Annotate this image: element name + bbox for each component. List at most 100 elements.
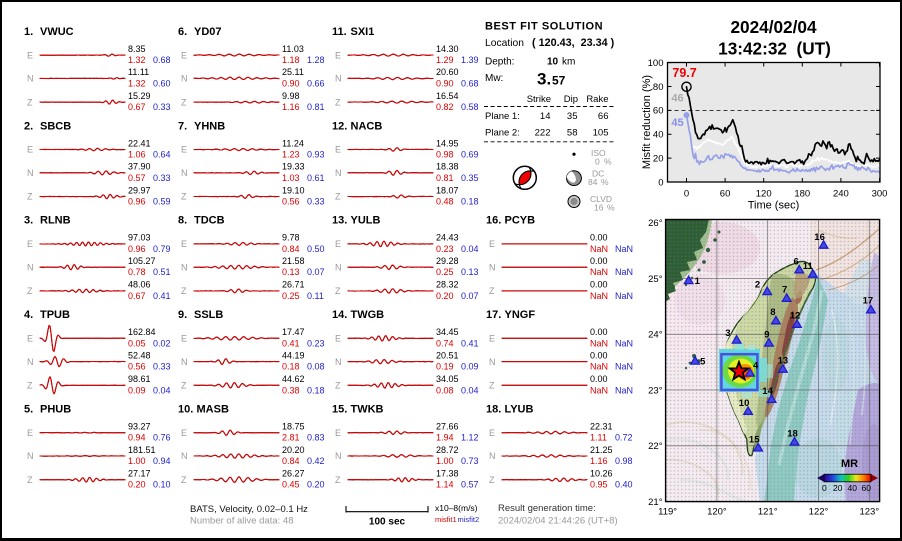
svg-text:Z: Z <box>335 286 341 296</box>
svg-text:misfit1: misfit1 <box>435 515 457 524</box>
svg-text:2.: 2. <box>24 120 33 132</box>
svg-text:1.28: 1.28 <box>307 55 325 65</box>
svg-text:1.18: 1.18 <box>282 55 300 65</box>
svg-text:10.26: 10.26 <box>590 469 613 479</box>
svg-text:45: 45 <box>671 117 683 129</box>
svg-text:60: 60 <box>653 106 664 117</box>
svg-text:162.84: 162.84 <box>128 327 156 337</box>
svg-text:0.50: 0.50 <box>307 244 325 254</box>
svg-text:NaN: NaN <box>615 291 633 301</box>
svg-text:66: 66 <box>598 111 609 122</box>
svg-text:DC: DC <box>592 169 604 179</box>
svg-text:26.71: 26.71 <box>282 280 305 290</box>
svg-text:0.51: 0.51 <box>153 267 171 277</box>
svg-text:E: E <box>181 239 187 249</box>
svg-text:%: % <box>607 203 615 213</box>
svg-text:N: N <box>335 168 342 178</box>
svg-text:0.02: 0.02 <box>153 338 171 348</box>
svg-text:28.72: 28.72 <box>436 445 459 455</box>
svg-text:14.95: 14.95 <box>436 138 459 148</box>
svg-text:TDCB: TDCB <box>194 215 225 227</box>
svg-text:0: 0 <box>684 189 689 200</box>
svg-text:0.83: 0.83 <box>307 433 325 443</box>
svg-text:0.73: 0.73 <box>461 456 479 466</box>
svg-text:0.81: 0.81 <box>307 102 325 112</box>
svg-text:Z: Z <box>181 381 187 391</box>
svg-text:NaN: NaN <box>590 267 608 277</box>
svg-text:1.16: 1.16 <box>282 102 300 112</box>
svg-text:20: 20 <box>653 153 664 164</box>
svg-text:0.18: 0.18 <box>461 197 479 207</box>
svg-text:11: 11 <box>803 261 814 272</box>
svg-text:1.03: 1.03 <box>282 173 300 183</box>
svg-text:CLVD: CLVD <box>590 194 612 204</box>
svg-text:Z: Z <box>27 286 33 296</box>
svg-text:km: km <box>562 56 575 67</box>
svg-text:0.05: 0.05 <box>128 338 146 348</box>
svg-text:0.09: 0.09 <box>128 385 146 395</box>
svg-text:0.67: 0.67 <box>128 291 146 301</box>
svg-text:34.45: 34.45 <box>436 327 459 337</box>
svg-text:2.81: 2.81 <box>282 433 300 443</box>
svg-text:7.: 7. <box>178 120 187 132</box>
svg-text:0.35: 0.35 <box>461 173 479 183</box>
svg-text:0.96: 0.96 <box>128 197 146 207</box>
svg-text:1: 1 <box>695 276 701 287</box>
svg-text:11.: 11. <box>332 26 347 38</box>
svg-text:0.20: 0.20 <box>436 291 454 301</box>
svg-text:Z: Z <box>27 97 33 107</box>
svg-text:1.32: 1.32 <box>128 78 146 88</box>
svg-text:0.07: 0.07 <box>461 291 479 301</box>
svg-text:0.41: 0.41 <box>153 291 171 301</box>
svg-text:1.00: 1.00 <box>436 456 454 466</box>
svg-text:E: E <box>335 50 341 60</box>
svg-text:NaN: NaN <box>615 338 633 348</box>
svg-text:E: E <box>335 145 341 155</box>
svg-text:40: 40 <box>653 130 664 141</box>
svg-text:14: 14 <box>540 111 551 122</box>
svg-text:0.33: 0.33 <box>153 173 171 183</box>
svg-text:Z: Z <box>335 381 341 391</box>
svg-text:18: 18 <box>787 428 798 439</box>
svg-text:300: 300 <box>872 189 888 200</box>
svg-text:SSLB: SSLB <box>194 309 223 321</box>
svg-text:0.84: 0.84 <box>282 244 300 254</box>
svg-text:21°: 21° <box>648 497 663 508</box>
svg-text:84: 84 <box>588 177 598 187</box>
svg-text:( 120.43, 23.34 ): ( 120.43, 23.34 ) <box>532 37 615 49</box>
svg-text:10: 10 <box>547 56 559 67</box>
svg-text:E: E <box>489 334 495 344</box>
svg-text:Z: Z <box>27 192 33 202</box>
svg-text:100 sec: 100 sec <box>369 517 406 528</box>
svg-text:0.48: 0.48 <box>436 197 454 207</box>
svg-text:Z: Z <box>181 192 187 202</box>
svg-text:44.62: 44.62 <box>282 374 305 384</box>
svg-text:E: E <box>489 428 495 438</box>
svg-text:7: 7 <box>782 285 787 296</box>
svg-text:13: 13 <box>778 356 789 367</box>
svg-text:Z: Z <box>181 475 187 485</box>
svg-text:Plane 1:: Plane 1: <box>485 111 520 122</box>
svg-text:Depth:: Depth: <box>485 56 514 67</box>
svg-text:%: % <box>601 177 609 187</box>
svg-text:0.95: 0.95 <box>590 480 608 490</box>
svg-text:12: 12 <box>790 311 801 322</box>
svg-text:12.: 12. <box>332 120 347 132</box>
svg-text:NaN: NaN <box>590 385 608 395</box>
svg-text:Result generation time:: Result generation time: <box>498 503 596 514</box>
svg-text:SBCB: SBCB <box>40 120 71 132</box>
svg-text:79.7: 79.7 <box>672 66 696 80</box>
svg-text:11.24: 11.24 <box>282 138 304 148</box>
svg-text:0.66: 0.66 <box>307 78 325 88</box>
svg-text:0.90: 0.90 <box>282 78 300 88</box>
svg-text:16.: 16. <box>486 215 501 227</box>
svg-text:1.: 1. <box>24 26 33 38</box>
svg-text:26°: 26° <box>648 218 663 229</box>
svg-text:Time (sec): Time (sec) <box>748 200 800 212</box>
svg-text:5.: 5. <box>24 404 33 416</box>
svg-text:18.: 18. <box>486 404 501 416</box>
svg-text:120°: 120° <box>707 507 727 518</box>
svg-text:57: 57 <box>552 74 566 88</box>
svg-text:1.14: 1.14 <box>436 480 454 490</box>
svg-text:Z: Z <box>489 286 495 296</box>
